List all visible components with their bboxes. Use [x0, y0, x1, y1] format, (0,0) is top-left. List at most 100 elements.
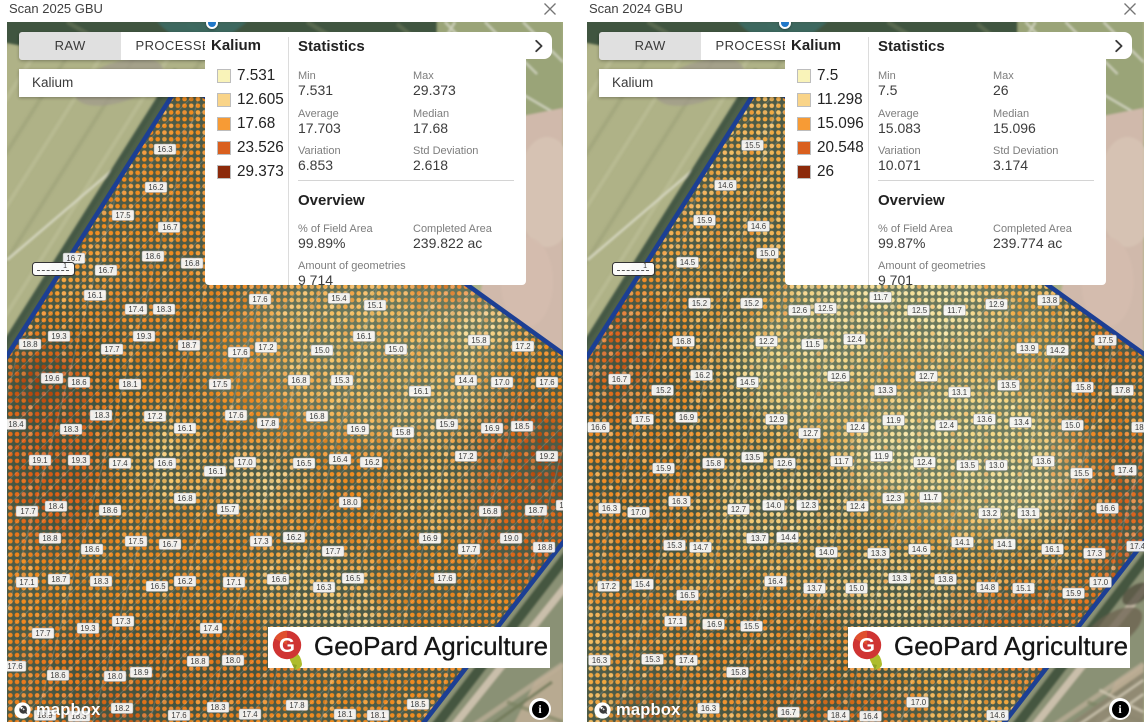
svg-text:17.6: 17.6 [539, 378, 554, 387]
svg-text:14.6: 14.6 [718, 181, 733, 190]
svg-text:16.9: 16.9 [350, 425, 365, 434]
svg-text:16.7: 16.7 [66, 254, 81, 263]
svg-text:12.2: 12.2 [759, 337, 774, 346]
svg-text:16.6: 16.6 [591, 423, 606, 432]
svg-text:15.3: 15.3 [334, 376, 349, 385]
svg-text:15.0: 15.0 [1065, 421, 1081, 430]
svg-text:18.6: 18.6 [102, 506, 117, 515]
svg-text:11.7: 11.7 [873, 293, 888, 302]
svg-text:18.4: 18.4 [48, 502, 64, 511]
svg-text:16.3: 16.3 [157, 145, 172, 154]
svg-text:12.4: 12.4 [850, 502, 866, 511]
svg-text:15.7: 15.7 [220, 505, 235, 514]
svg-text:11.9: 11.9 [874, 452, 889, 461]
svg-text:13.2: 13.2 [982, 509, 997, 518]
svg-text:18.2: 18.2 [114, 704, 129, 713]
svg-text:19.3: 19.3 [80, 624, 95, 633]
svg-text:16.6: 16.6 [271, 575, 286, 584]
svg-text:15.2: 15.2 [692, 299, 707, 308]
svg-text:12.7: 12.7 [919, 372, 934, 381]
svg-text:18.1: 18.1 [122, 380, 137, 389]
svg-text:15.9: 15.9 [1066, 589, 1081, 598]
svg-text:17.8: 17.8 [1115, 386, 1130, 395]
svg-text:16.2: 16.2 [695, 371, 710, 380]
svg-text:17.0: 17.0 [911, 698, 927, 707]
svg-text:15.3: 15.3 [667, 541, 682, 550]
svg-text:16.5: 16.5 [150, 582, 166, 591]
svg-text:13.3: 13.3 [892, 574, 907, 583]
svg-text:16.7: 16.7 [612, 375, 627, 384]
svg-text:18.0: 18.0 [342, 498, 358, 507]
svg-text:18.1: 18.1 [337, 710, 352, 719]
svg-text:18.6: 18.6 [71, 378, 86, 387]
svg-text:18.6: 18.6 [145, 252, 160, 261]
svg-text:17.1: 17.1 [668, 617, 683, 626]
svg-text:14.8: 14.8 [980, 583, 995, 592]
svg-text:16.9: 16.9 [484, 424, 499, 433]
svg-text:19.3: 19.3 [136, 332, 151, 341]
svg-text:17.6: 17.6 [437, 574, 452, 583]
svg-text:12.4: 12.4 [850, 423, 866, 432]
svg-text:17.5: 17.5 [128, 537, 144, 546]
svg-text:12.6: 12.6 [792, 306, 807, 315]
svg-text:18.0: 18.0 [107, 672, 123, 681]
svg-text:14.5: 14.5 [740, 378, 756, 387]
svg-text:17.0: 17.0 [1093, 578, 1109, 587]
svg-text:15.4: 15.4 [331, 294, 347, 303]
svg-text:16.9: 16.9 [422, 534, 437, 543]
svg-text:16.5: 16.5 [680, 591, 696, 600]
svg-text:18.8: 18.8 [537, 543, 552, 552]
svg-text:17.6: 17.6 [7, 662, 22, 671]
svg-text:18.4: 18.4 [8, 420, 24, 429]
svg-text:17.0: 17.0 [631, 508, 647, 517]
svg-text:15.1: 15.1 [1016, 584, 1031, 593]
svg-text:14.6: 14.6 [912, 545, 927, 554]
svg-text:12.5: 12.5 [912, 306, 928, 315]
svg-text:16.6: 16.6 [1100, 504, 1115, 513]
svg-text:17.2: 17.2 [515, 342, 530, 351]
svg-text:16.7: 16.7 [781, 708, 796, 717]
svg-text:16.6: 16.6 [157, 459, 172, 468]
svg-text:13.6: 13.6 [1036, 457, 1051, 466]
svg-text:17.6: 17.6 [171, 711, 186, 720]
svg-text:14.5: 14.5 [680, 258, 696, 267]
svg-text:13.8: 13.8 [938, 575, 953, 584]
svg-text:18.9: 18.9 [37, 711, 52, 720]
svg-text:15.0: 15.0 [760, 249, 776, 258]
svg-text:14.6: 14.6 [990, 711, 1005, 720]
svg-text:18.3: 18.3 [71, 712, 86, 721]
svg-text:17.2: 17.2 [601, 582, 616, 591]
svg-text:15.3: 15.3 [645, 655, 660, 664]
svg-text:19.0: 19.0 [503, 534, 519, 543]
svg-text:11.9: 11.9 [886, 416, 901, 425]
svg-text:18.0: 18.0 [1135, 423, 1144, 432]
svg-text:17.3: 17.3 [253, 537, 268, 546]
svg-text:13.5: 13.5 [745, 453, 761, 462]
svg-text:16.2: 16.2 [177, 577, 192, 586]
svg-text:16.9: 16.9 [707, 620, 722, 629]
svg-text:19.6: 19.6 [44, 374, 59, 383]
svg-text:17.7: 17.7 [325, 547, 340, 556]
svg-text:17.1: 17.1 [226, 578, 241, 587]
svg-text:15.1: 15.1 [367, 301, 382, 310]
svg-text:15.0: 15.0 [849, 584, 865, 593]
svg-text:18.6: 18.6 [84, 545, 99, 554]
svg-text:16.8: 16.8 [291, 376, 306, 385]
svg-text:14.1: 14.1 [955, 538, 970, 547]
svg-text:15.8: 15.8 [1076, 383, 1091, 392]
svg-text:13.8: 13.8 [1042, 296, 1057, 305]
svg-text:17.5: 17.5 [115, 211, 131, 220]
svg-text:13.5: 13.5 [960, 461, 976, 470]
svg-text:14.6: 14.6 [751, 222, 766, 231]
svg-text:13.3: 13.3 [878, 386, 893, 395]
svg-text:13.7: 13.7 [807, 584, 822, 593]
svg-text:15.8: 15.8 [471, 336, 486, 345]
svg-text:17.2: 17.2 [147, 412, 162, 421]
svg-text:16.8: 16.8 [309, 412, 324, 421]
svg-text:15.8: 15.8 [395, 428, 410, 437]
svg-text:16.3: 16.3 [672, 497, 687, 506]
svg-text:18.0: 18.0 [225, 656, 241, 665]
svg-text:15.8: 15.8 [706, 459, 721, 468]
svg-text:18.3: 18.3 [63, 425, 78, 434]
svg-text:17.4: 17.4 [242, 710, 258, 719]
